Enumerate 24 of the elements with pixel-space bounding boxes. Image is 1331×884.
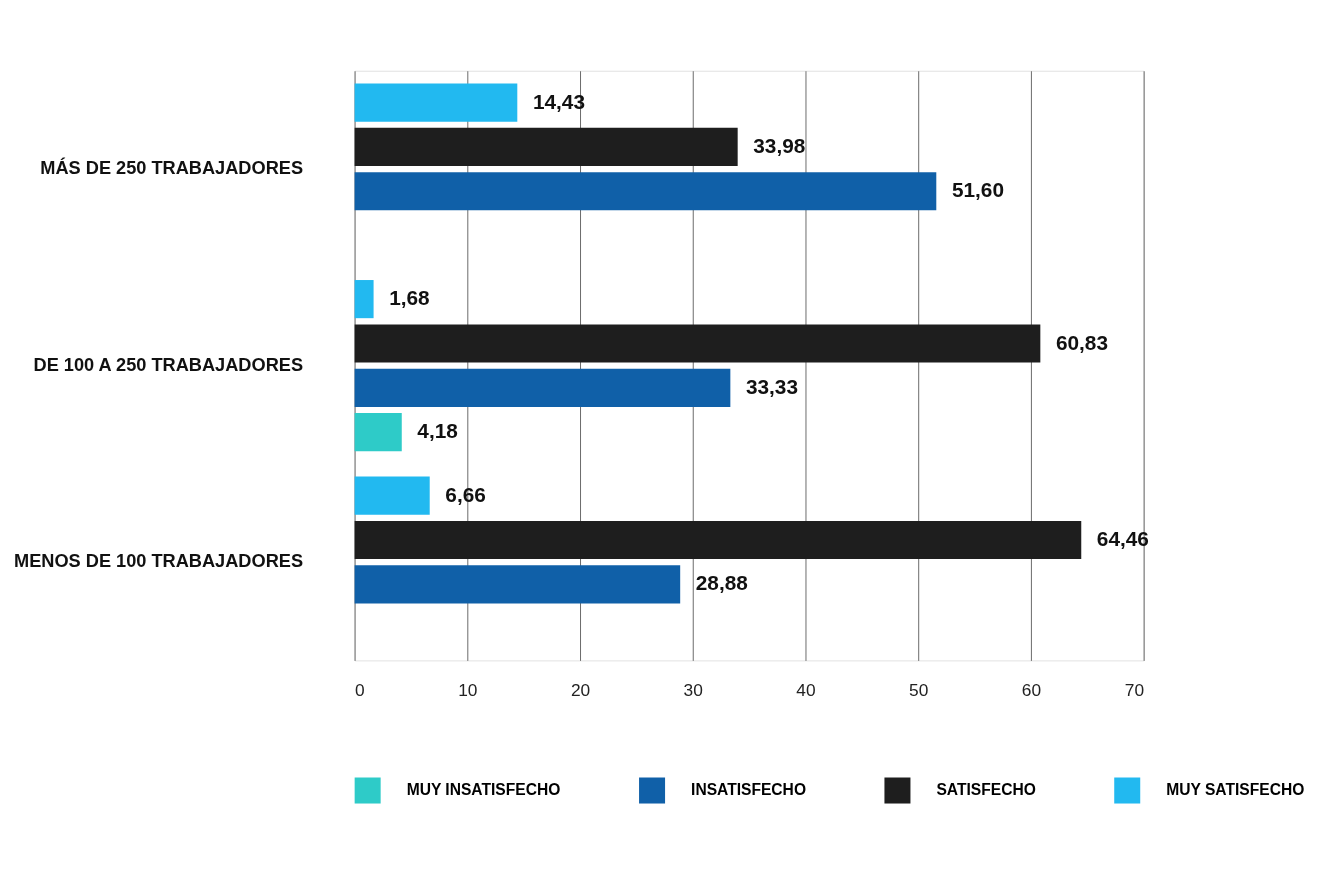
data-label: 4,18 [417, 419, 458, 443]
data-label: 33,33 [745, 374, 799, 398]
data-label: 28,88 [695, 571, 748, 595]
data-label: 60,83 [1055, 330, 1108, 354]
x-tick-label: 50 [909, 680, 929, 701]
data-label: 51,60 [951, 178, 1004, 202]
x-tick-label: 10 [458, 680, 478, 701]
y-tick-label: MÁS DE 250 TRABAJADORES [40, 157, 304, 179]
x-tick-label: 20 [570, 680, 591, 701]
data-label: 64,46 [1096, 527, 1149, 551]
x-tick-label: 30 [683, 680, 703, 701]
x-tick-label: 70 [1124, 680, 1145, 701]
legend-label: INSATISFECHO [691, 780, 807, 798]
data-label: 33,98 [753, 133, 806, 157]
legend-label: MUY SATISFECHO [1166, 780, 1305, 798]
legend-label: SATISFECHO [936, 780, 1036, 798]
x-tick-label: 40 [796, 680, 816, 701]
y-tick-label: DE 100 A 250 TRABAJADORES [33, 354, 304, 375]
legend-label: MUY INSATISFECHO [406, 780, 561, 798]
x-tick-label: 0 [355, 680, 365, 701]
data-label: 6,66 [445, 482, 486, 506]
y-tick-label: MENOS DE 100 TRABAJADORES [14, 551, 304, 572]
x-tick-label: 60 [1021, 680, 1042, 701]
data-label: 1,68 [389, 286, 430, 310]
